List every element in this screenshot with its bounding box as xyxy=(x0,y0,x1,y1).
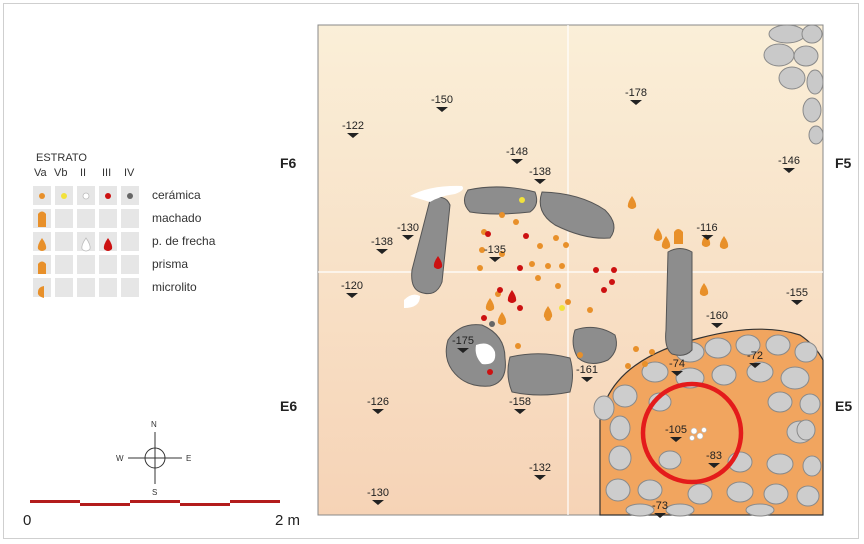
sector-e6: E6 xyxy=(280,398,298,414)
compass-s: S xyxy=(152,488,158,497)
elevation-marker: -122 xyxy=(342,120,364,138)
stratum-vb: Vb xyxy=(54,167,68,179)
legend-frecha-iii-icon xyxy=(103,238,113,251)
legend-frecha-va-icon xyxy=(37,238,47,251)
legend-frecha-ii-icon xyxy=(81,237,91,252)
legend-microlito-icon xyxy=(37,286,44,298)
elevation-marker: -130 xyxy=(367,487,389,505)
legend-ceramica-ii-dot xyxy=(82,192,90,200)
elevation-marker: -73 xyxy=(652,500,668,518)
sector-f6: F6 xyxy=(280,155,297,171)
compass-e: E xyxy=(186,454,192,463)
elevation-marker: -161 xyxy=(576,364,598,382)
legend-ceramica-iv-dot xyxy=(127,193,133,199)
elevation-marker: -160 xyxy=(706,310,728,328)
white-areas xyxy=(404,185,496,365)
scale-bar xyxy=(30,500,280,506)
stratum-va: Va xyxy=(34,167,47,179)
elevation-marker: -74 xyxy=(669,358,685,376)
legend-label-ceramica: cerámica xyxy=(152,188,201,202)
find-prisma xyxy=(674,229,683,244)
sector-e5: E5 xyxy=(835,398,853,414)
elevation-marker: -130 xyxy=(397,222,419,240)
elevation-marker: -150 xyxy=(431,94,453,112)
slab-west xyxy=(411,196,451,295)
elevation-marker: -178 xyxy=(625,87,647,105)
slab-south-east xyxy=(572,326,617,364)
legend-ceramica-vb-dot xyxy=(61,193,67,199)
sector-f5: F5 xyxy=(835,155,852,171)
slab-east xyxy=(665,248,693,356)
legend-label-microlito: microlito xyxy=(152,280,197,294)
elevation-marker: -138 xyxy=(529,166,551,184)
elevation-marker: -158 xyxy=(509,396,531,414)
legend-label-prisma: prisma xyxy=(152,257,189,271)
elevation-marker: -146 xyxy=(778,155,800,173)
legend-ceramica-va-dot xyxy=(39,193,45,199)
stratum-iv: IV xyxy=(124,167,135,179)
elevation-marker: -72 xyxy=(747,350,763,368)
finds-frecha-iii xyxy=(433,256,517,303)
finds-frecha-va xyxy=(485,196,729,325)
compass-n: N xyxy=(151,420,157,429)
legend-label-frecha: p. de frecha xyxy=(152,234,216,248)
elevation-marker: -155 xyxy=(786,287,808,305)
slab-north-1 xyxy=(464,186,538,215)
figure-frame xyxy=(3,3,859,539)
legend-prisma-icon xyxy=(38,261,46,274)
highlight-circle xyxy=(640,381,744,485)
cobbles-top-right xyxy=(763,24,824,145)
stratum-ii: II xyxy=(80,167,87,179)
legend-symbols xyxy=(37,192,133,298)
elevation-marker: -126 xyxy=(367,396,389,414)
elevation-marker: -120 xyxy=(341,280,363,298)
scale-end-label: 2 m xyxy=(275,512,301,529)
elevation-marker: -83 xyxy=(706,450,722,468)
finds-ceramica-vb xyxy=(519,197,565,311)
legend-ceramica-iii-dot xyxy=(105,193,111,199)
legend-machado-icon xyxy=(38,211,46,227)
elevation-marker: -116 xyxy=(696,222,717,240)
elevation-marker: -148 xyxy=(506,146,528,164)
legend-title: ESTRATO xyxy=(36,152,87,164)
find-ceramica-iv xyxy=(489,321,495,327)
compass-w: W xyxy=(116,454,124,463)
stone-slabs xyxy=(411,186,693,396)
elevation-marker: -135 xyxy=(484,244,506,262)
elevation-marker: -175 xyxy=(452,335,474,353)
elevation-marker: -138 xyxy=(371,236,393,254)
legend-label-machado: machado xyxy=(152,211,202,225)
slab-south xyxy=(507,353,573,396)
compass-rose xyxy=(128,432,182,484)
elevation-marker: -105 xyxy=(665,424,687,442)
elevation-marker: -132 xyxy=(529,462,551,480)
pit-white-objects xyxy=(689,427,707,441)
scale-start-label: 0 xyxy=(23,512,32,529)
stratum-iii: III xyxy=(102,167,112,179)
slab-north-2 xyxy=(539,191,615,239)
finds-ceramica-iii xyxy=(481,231,617,375)
